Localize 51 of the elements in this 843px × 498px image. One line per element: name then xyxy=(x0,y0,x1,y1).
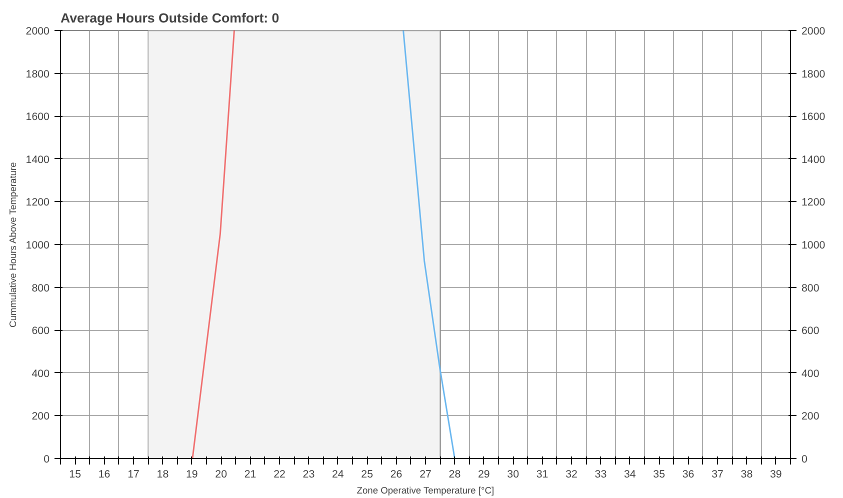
chart-title: Average Hours Outside Comfort: 0 xyxy=(60,10,280,26)
y-axis-title: Cummulative Hours Above Temperature xyxy=(8,162,18,328)
y2-tick-label: 2000 xyxy=(802,26,826,38)
x-tick-label: 37 xyxy=(712,468,724,480)
x-tick-label: 20 xyxy=(215,468,228,480)
x-tick-label: 22 xyxy=(274,468,286,480)
x-tick-label: 29 xyxy=(478,468,490,480)
x-tick-label: 35 xyxy=(653,468,666,480)
y2-tick-label: 400 xyxy=(802,368,820,380)
x-tick-label: 25 xyxy=(361,468,374,480)
line-series xyxy=(402,30,456,458)
y-tick-label: 1400 xyxy=(26,154,50,166)
y-tick-label: 600 xyxy=(32,325,50,338)
y2-tick-label: 0 xyxy=(802,454,808,466)
x-tick-label: 27 xyxy=(420,468,432,480)
y2-tick-label: 1200 xyxy=(802,196,826,209)
y-tick-label: 0 xyxy=(44,454,50,466)
y-tick-label: 1000 xyxy=(26,240,50,252)
x-axis-title: Zone Operative Temperature [°C] xyxy=(356,486,494,496)
x-tick-label: 28 xyxy=(448,468,461,480)
x-tick-label: 15 xyxy=(69,468,82,480)
y-tick-label: 400 xyxy=(32,368,50,380)
x-tick-label: 19 xyxy=(186,468,198,480)
x-tick-label: 33 xyxy=(594,468,607,480)
x-tick-label: 18 xyxy=(156,468,169,480)
x-tick-label: 39 xyxy=(770,468,782,480)
y-tick-label: 800 xyxy=(32,282,50,294)
y-tick-label: 1200 xyxy=(26,196,50,209)
x-tick-label: 16 xyxy=(98,468,110,480)
y-tick-label: 2000 xyxy=(26,26,50,38)
x-tick-label: 21 xyxy=(244,468,256,480)
y2-tick-label: 200 xyxy=(802,410,820,423)
x-tick-label: 38 xyxy=(740,468,753,480)
x-tick-label: 34 xyxy=(624,468,636,480)
y-tick-label: 200 xyxy=(32,410,50,423)
y2-tick-label: 800 xyxy=(802,282,820,294)
x-tick-label: 23 xyxy=(302,468,315,480)
y-tick-label: 1800 xyxy=(26,68,50,80)
y2-tick-label: 1000 xyxy=(802,240,826,252)
y2-tick-label: 1800 xyxy=(802,68,826,80)
x-tick-label: 26 xyxy=(390,468,402,480)
x-tick-label: 17 xyxy=(128,468,140,480)
x-tick-label: 30 xyxy=(507,468,520,480)
y2-tick-label: 600 xyxy=(802,325,820,338)
x-tick-label: 32 xyxy=(566,468,578,480)
y2-tick-label: 1600 xyxy=(802,111,826,124)
x-tick-label: 36 xyxy=(682,468,694,480)
y2-tick-label: 1400 xyxy=(802,154,826,166)
x-tick-label: 31 xyxy=(536,468,548,480)
x-tick-label: 24 xyxy=(332,468,344,480)
y-tick-label: 1600 xyxy=(26,111,50,124)
